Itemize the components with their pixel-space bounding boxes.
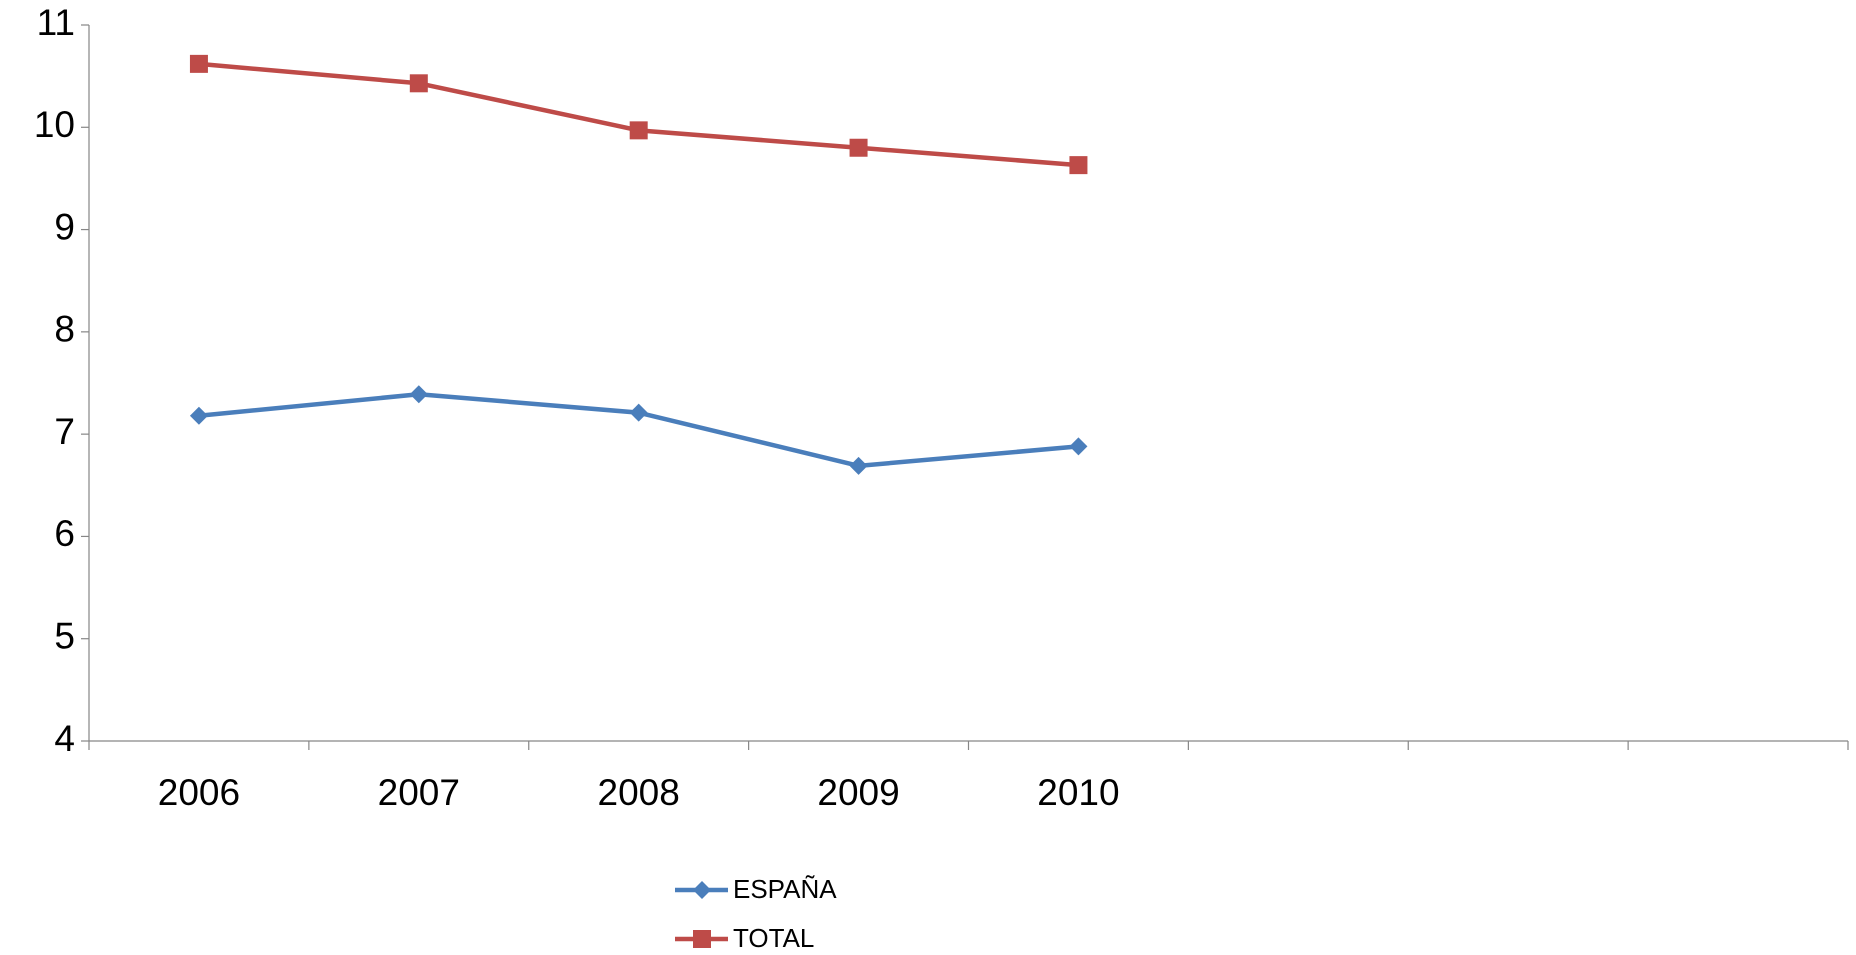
legend-marker — [693, 881, 711, 899]
data-point — [409, 74, 428, 93]
data-point — [189, 54, 208, 73]
y-tick-label: 7 — [54, 411, 75, 452]
x-tick-label: 2009 — [817, 772, 899, 813]
y-tick-label: 4 — [54, 718, 75, 759]
y-tick-label: 9 — [54, 206, 75, 247]
y-tick-label: 11 — [37, 2, 75, 43]
data-point — [1069, 437, 1088, 456]
legend-label: ESPAÑA — [733, 874, 837, 904]
series-line — [198, 61, 1079, 168]
y-tick-label: 5 — [54, 615, 75, 656]
legend-marker — [693, 930, 711, 948]
data-point — [849, 456, 868, 475]
legend-label: TOTAL — [733, 923, 814, 953]
data-point — [629, 403, 648, 422]
data-point — [849, 138, 868, 157]
y-tick-label: 6 — [54, 513, 75, 554]
data-point — [629, 121, 648, 140]
x-tick-label: 2010 — [1037, 772, 1119, 813]
y-tick-label: 10 — [34, 104, 75, 145]
x-tick-label: 2006 — [158, 772, 240, 813]
x-tick-label: 2008 — [598, 772, 680, 813]
data-point — [409, 385, 428, 404]
y-tick-label: 8 — [54, 309, 75, 350]
x-tick-label: 2007 — [378, 772, 460, 813]
data-point — [1069, 156, 1088, 175]
data-point — [189, 406, 208, 425]
